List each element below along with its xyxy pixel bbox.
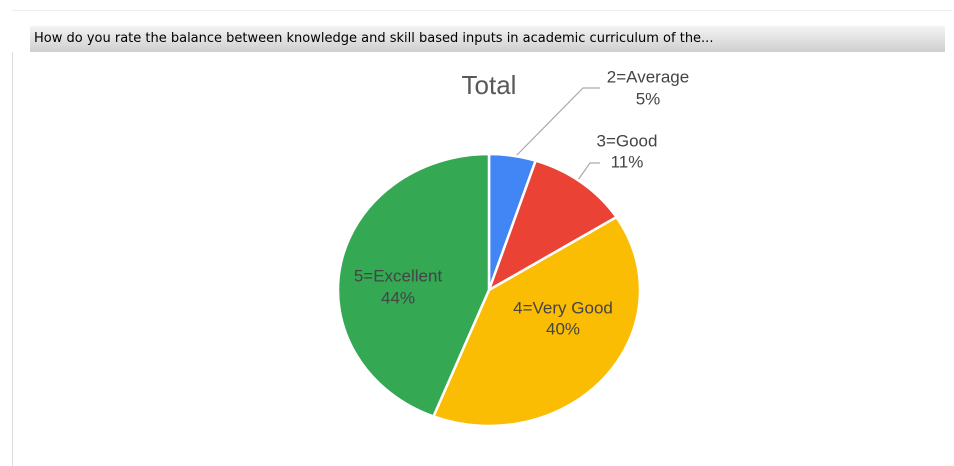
chart-title: Total (462, 70, 517, 100)
slice-label: 4=Very Good (513, 298, 613, 317)
pie-slice (486, 159, 619, 293)
pie-slice (431, 215, 642, 428)
slice-label: 5=Excellent (354, 266, 443, 285)
slice-label: 2=Average (607, 67, 689, 86)
border (12, 10, 952, 11)
slice-value-label: 40% (546, 319, 580, 338)
leader-line (577, 162, 600, 181)
pie-slice (336, 152, 491, 419)
border (12, 52, 13, 466)
slice-label: 3=Good (597, 131, 658, 150)
slice-value-label: 11% (611, 152, 644, 171)
question-header: How do you rate the balance between know… (30, 26, 945, 52)
slice-value-label: 44% (381, 288, 415, 307)
leader-line (511, 87, 600, 161)
slice-value-label: 5% (636, 89, 661, 108)
